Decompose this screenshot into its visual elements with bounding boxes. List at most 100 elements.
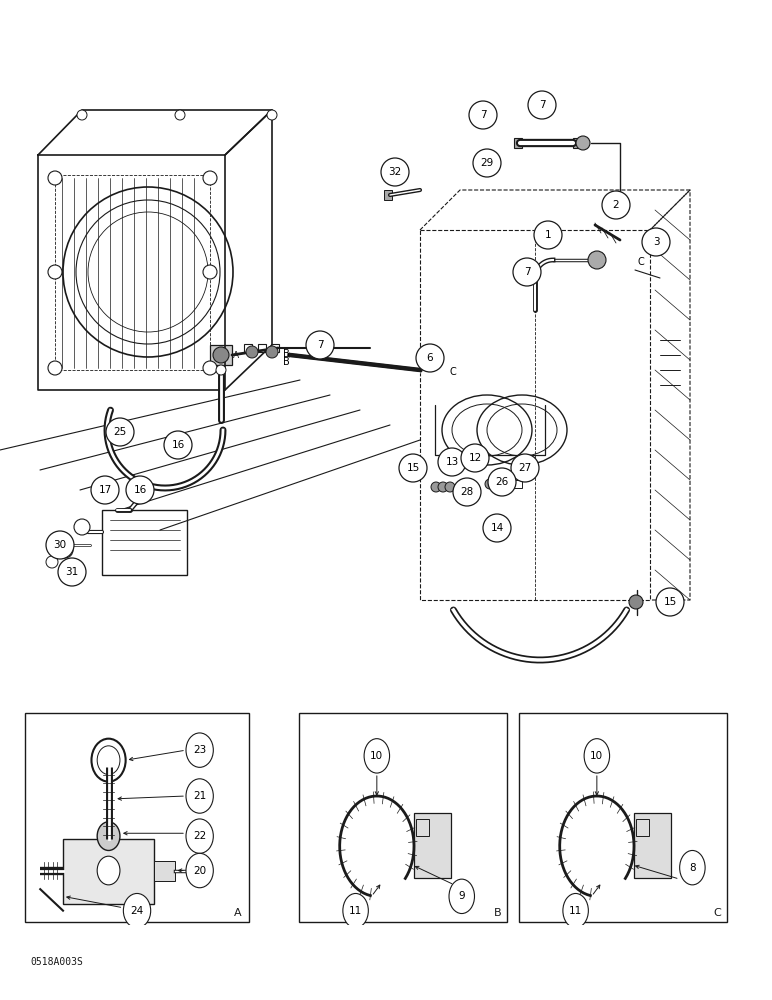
Bar [514,138,522,148]
Bar [210,345,232,365]
Circle shape [203,265,217,279]
Bar [514,480,522,488]
Circle shape [246,346,258,358]
Bar [636,819,649,836]
Circle shape [46,556,58,568]
Circle shape [124,893,151,928]
Circle shape [126,476,154,504]
Text: B: B [493,908,501,918]
Circle shape [213,347,229,363]
Circle shape [602,191,630,219]
Text: A: A [234,908,242,918]
Text: 22: 22 [193,831,206,841]
Text: 7: 7 [523,267,530,277]
Circle shape [656,588,684,616]
Text: 0518A003S: 0518A003S [30,957,83,967]
Text: 10: 10 [591,751,604,761]
Bar [573,138,581,148]
Text: 1: 1 [545,230,551,240]
Circle shape [306,331,334,359]
Circle shape [186,779,213,813]
Circle shape [584,739,610,773]
Circle shape [57,542,73,558]
Text: 23: 23 [193,745,206,755]
Bar [102,510,187,575]
Bar [634,813,671,878]
Text: 15: 15 [406,463,420,473]
Text: 26: 26 [496,477,509,487]
Circle shape [534,221,562,249]
Text: 12: 12 [469,453,482,463]
Text: 14: 14 [490,523,503,533]
Text: 16: 16 [171,440,185,450]
Circle shape [216,365,226,375]
Circle shape [164,431,192,459]
Circle shape [58,558,86,586]
Circle shape [74,519,90,535]
Circle shape [97,856,120,885]
Text: 11: 11 [569,906,582,916]
Text: 8: 8 [689,863,696,873]
Text: 20: 20 [193,866,206,876]
Circle shape [431,482,441,492]
Text: 6: 6 [427,353,433,363]
Circle shape [492,479,502,489]
Text: A: A [233,351,239,360]
Circle shape [588,251,606,269]
Text: 21: 21 [193,791,206,801]
Bar [414,813,451,878]
Bar [416,819,429,836]
Circle shape [186,733,213,767]
Circle shape [203,171,217,185]
Circle shape [513,258,541,286]
Circle shape [399,454,427,482]
Text: 7: 7 [317,340,323,350]
Circle shape [511,454,539,482]
Circle shape [445,482,455,492]
Bar [154,860,174,881]
Circle shape [488,468,516,496]
Circle shape [203,361,217,375]
Text: C: C [713,908,721,918]
Text: 17: 17 [98,485,112,495]
Circle shape [449,879,475,914]
Circle shape [642,228,670,256]
Circle shape [679,850,705,885]
Circle shape [576,136,590,150]
Text: 29: 29 [480,158,493,168]
Circle shape [46,531,74,559]
Text: 28: 28 [460,487,474,497]
Circle shape [48,171,62,185]
Text: 15: 15 [663,597,676,607]
Circle shape [629,595,643,609]
Circle shape [48,265,62,279]
Circle shape [77,110,87,120]
Text: 7: 7 [479,110,486,120]
Text: 27: 27 [518,463,532,473]
Circle shape [106,418,134,446]
Circle shape [485,479,495,489]
Text: C: C [637,257,644,267]
Text: 3: 3 [652,237,659,247]
Circle shape [528,91,556,119]
Circle shape [267,110,277,120]
Circle shape [461,444,489,472]
Bar [500,478,512,490]
Text: 31: 31 [66,567,79,577]
Text: 7: 7 [539,100,545,110]
Circle shape [266,346,278,358]
Text: 13: 13 [445,457,459,467]
Circle shape [453,478,481,506]
Circle shape [563,893,588,928]
Bar [384,190,392,200]
Circle shape [48,361,62,375]
Circle shape [438,448,466,476]
Circle shape [469,101,497,129]
Circle shape [91,476,119,504]
Text: 10: 10 [371,751,384,761]
Text: C: C [450,367,457,377]
Bar [63,839,154,904]
Text: 16: 16 [134,485,147,495]
Circle shape [364,739,390,773]
Text: 9: 9 [459,891,465,901]
